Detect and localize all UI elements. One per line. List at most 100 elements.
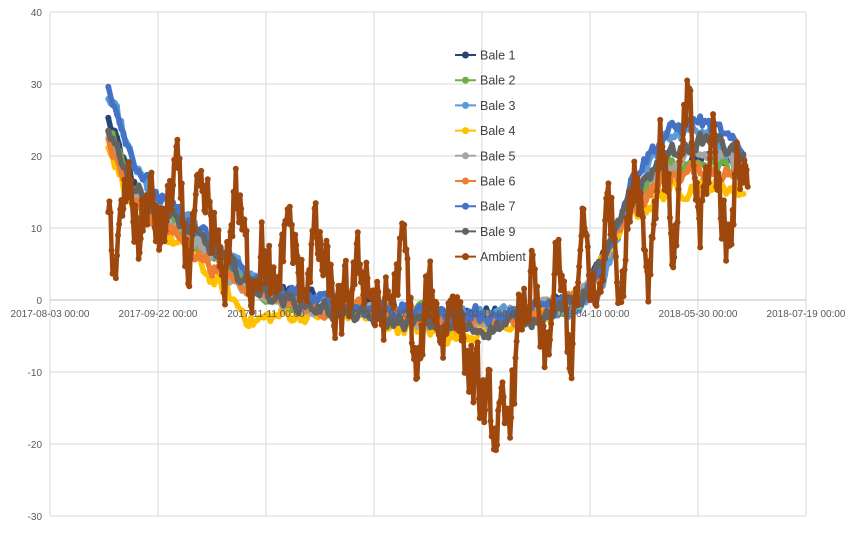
data-point [174, 214, 181, 221]
data-point [602, 217, 609, 224]
data-point [615, 217, 622, 224]
x-tick-label: 2018-05-30 00:00 [659, 309, 738, 320]
data-point [116, 221, 123, 228]
data-point [388, 300, 395, 307]
data-point [468, 342, 475, 349]
data-point [576, 307, 583, 314]
data-point [246, 292, 253, 299]
y-tick-label: 10 [31, 224, 43, 235]
data-point [497, 398, 504, 404]
data-point [578, 232, 585, 239]
data-point [265, 310, 272, 317]
data-point [687, 87, 694, 94]
data-point [744, 183, 751, 190]
data-point [625, 188, 632, 195]
data-point [705, 117, 712, 124]
data-point [339, 309, 346, 316]
data-point [192, 191, 199, 198]
data-point [322, 255, 329, 262]
data-point [345, 290, 352, 296]
data-point [312, 297, 319, 304]
data-point [730, 221, 737, 228]
data-point [656, 153, 663, 160]
data-point [472, 303, 479, 309]
data-point [210, 222, 217, 229]
data-point [646, 258, 653, 265]
data-point [465, 368, 471, 374]
x-tick-label: 2017-11-11 00:00 [227, 309, 305, 320]
data-point [247, 314, 254, 321]
data-point [500, 393, 507, 400]
data-point [369, 287, 376, 294]
data-point [468, 315, 475, 322]
data-point [202, 209, 209, 216]
data-point [168, 206, 174, 213]
data-point [723, 151, 730, 157]
data-point [321, 314, 328, 321]
data-point [662, 155, 669, 162]
legend-swatch-marker [462, 76, 469, 84]
data-point [639, 214, 646, 221]
data-point [534, 283, 541, 290]
data-point [636, 170, 643, 177]
data-point [230, 256, 237, 263]
data-point [382, 274, 389, 281]
data-point [433, 300, 440, 307]
data-point [355, 296, 362, 303]
data-point [215, 227, 222, 234]
data-point [379, 307, 386, 314]
data-point [315, 256, 322, 263]
data-point [105, 83, 112, 90]
data-point [272, 289, 279, 296]
data-point [180, 221, 187, 228]
data-point [514, 317, 521, 324]
data-point [575, 279, 582, 286]
data-point [684, 77, 691, 84]
data-point [697, 113, 704, 120]
data-point [375, 288, 382, 295]
data-point [109, 102, 116, 109]
data-point [539, 335, 546, 342]
data-point [528, 324, 535, 331]
data-point [401, 221, 408, 228]
data-point [340, 281, 347, 288]
data-point [463, 347, 470, 354]
data-point [719, 206, 726, 213]
data-point [130, 219, 137, 225]
data-point [203, 187, 210, 194]
data-point [489, 310, 496, 317]
data-point [158, 219, 165, 226]
x-tick-label: 2018-02-19 00:00 [443, 309, 522, 320]
data-point [361, 300, 368, 307]
data-point [217, 244, 224, 251]
data-point [229, 233, 236, 240]
data-point [642, 247, 649, 254]
data-point [709, 132, 715, 139]
data-point [170, 182, 177, 189]
data-point [265, 248, 272, 255]
data-point [344, 296, 350, 303]
data-point [196, 249, 202, 256]
data-point [135, 168, 142, 175]
data-point [606, 260, 613, 267]
data-point [357, 261, 363, 268]
data-point [737, 186, 744, 193]
data-point [414, 374, 421, 381]
data-point [307, 279, 314, 286]
data-point [184, 263, 191, 270]
data-point [645, 298, 652, 305]
data-point [292, 231, 299, 238]
data-point [228, 222, 235, 228]
data-point [601, 250, 607, 257]
data-point [190, 227, 197, 234]
data-point [434, 327, 441, 334]
data-point [550, 308, 557, 315]
data-point [481, 315, 488, 322]
data-point [196, 228, 202, 235]
data-point [386, 316, 393, 323]
data-point [338, 330, 345, 337]
data-point [306, 266, 313, 273]
data-point [581, 225, 588, 232]
data-point [412, 315, 418, 322]
